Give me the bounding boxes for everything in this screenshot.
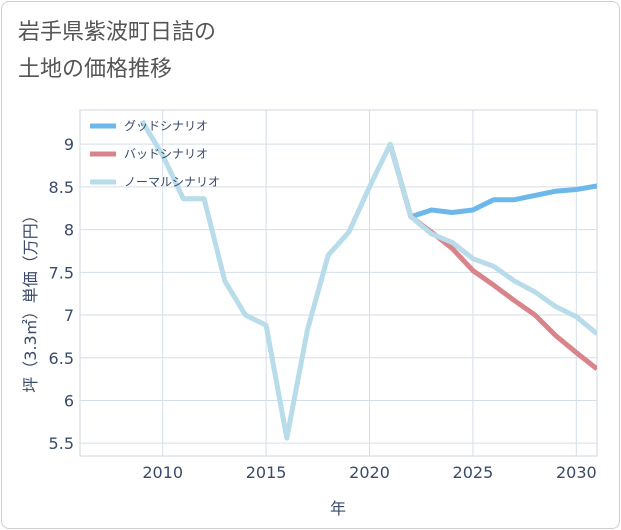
x-axis-label: 年: [330, 499, 346, 518]
chart-title: 岩手県紫波町日詰の 土地の価格推移: [18, 20, 217, 82]
series-lines: [139, 119, 597, 441]
legend-label[interactable]: バッドシナリオ: [124, 147, 208, 161]
series-line-1: [387, 143, 597, 220]
legend-label[interactable]: グッドシナリオ: [124, 119, 208, 133]
y-tick-label: 7: [64, 306, 74, 325]
series-line-3: [139, 119, 597, 441]
y-tick-labels: 5.5 6 6.5 7 7.5 8 8.5 9: [49, 135, 74, 453]
y-tick-label: 7.5: [49, 263, 74, 282]
x-tick-label: 2025: [453, 463, 494, 482]
legend-label[interactable]: ノーマルシナリオ: [124, 175, 220, 189]
y-tick-label: 6: [64, 391, 74, 410]
x-tick-label: 2020: [349, 463, 390, 482]
x-tick-label: 2030: [556, 463, 597, 482]
grid: [80, 110, 597, 456]
y-tick-label: 5.5: [49, 434, 74, 453]
x-tick-label: 2010: [142, 463, 183, 482]
y-tick-label: 8.5: [49, 178, 74, 197]
y-tick-label: 9: [64, 135, 74, 154]
x-tick-label: 2015: [246, 463, 287, 482]
y-tick-label: 6.5: [49, 349, 74, 368]
y-axis-label: 坪（3.3㎡）単価（万円）: [21, 207, 40, 392]
x-tick-labels: 2010 2015 2020 2025 2030: [142, 463, 596, 482]
y-tick-label: 8: [64, 221, 74, 240]
